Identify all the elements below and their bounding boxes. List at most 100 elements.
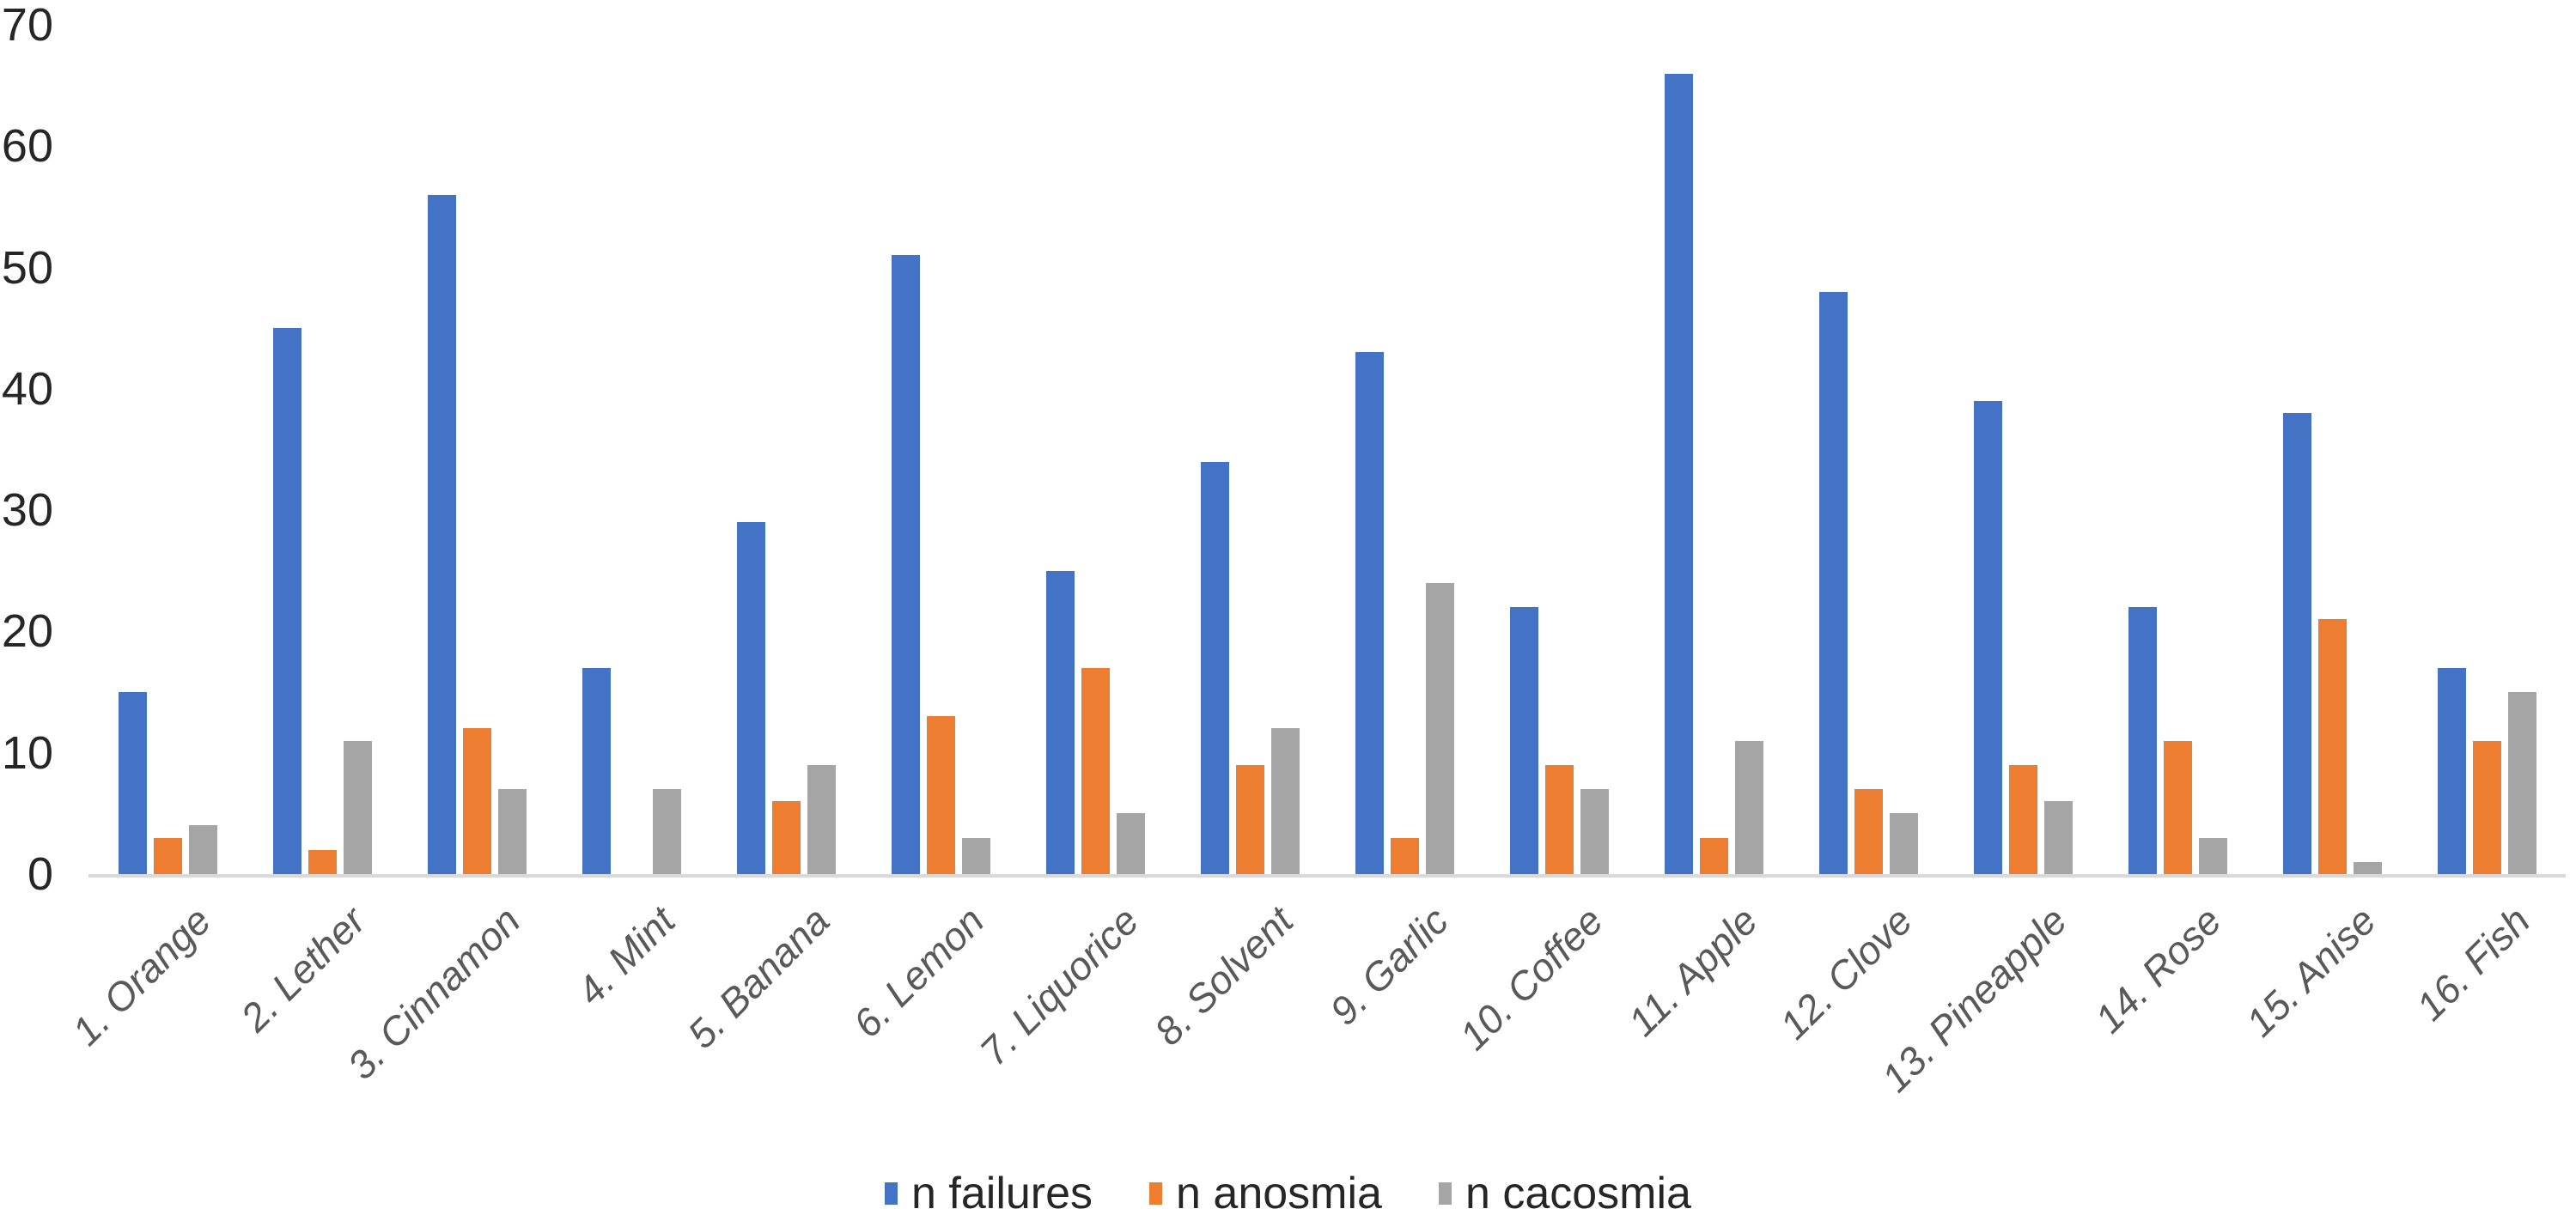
bar-n-anosmia-11 <box>1699 838 1728 874</box>
bar-n-anosmia-5 <box>771 801 801 874</box>
bar-n-cacosmia-10 <box>1580 789 1609 874</box>
bar-n-cacosmia-11 <box>1734 741 1763 874</box>
bar-group-5 <box>709 25 863 874</box>
bar-n-failures-8 <box>1200 462 1229 874</box>
x-axis-label-10: 10. Coffee <box>1450 897 1611 1059</box>
bar-n-failures-1 <box>118 692 147 874</box>
x-axis-label-5: 5. Banana <box>679 897 838 1057</box>
x-axis-label-14: 14. Rose <box>2086 897 2230 1042</box>
bar-group-3 <box>399 25 554 874</box>
legend-swatch-n-failures <box>885 1182 898 1205</box>
y-axis: 0 10 20 30 40 50 60 70 <box>0 0 60 910</box>
bar-n-cacosmia-6 <box>961 838 990 874</box>
x-axis-line <box>88 874 2566 878</box>
bar-group-16 <box>2409 25 2564 874</box>
bar-n-anosmia-2 <box>308 850 337 874</box>
x-axis-label-8: 8. Solvent <box>1146 897 1302 1054</box>
bar-group-10 <box>1482 25 1636 874</box>
bar-n-failures-4 <box>582 668 611 874</box>
bar-n-failures-3 <box>427 195 456 874</box>
bar-group-8 <box>1172 25 1327 874</box>
bar-n-anosmia-16 <box>2472 741 2501 874</box>
bar-n-cacosmia-13 <box>2043 801 2073 874</box>
bar-n-cacosmia-2 <box>343 741 372 874</box>
bar-n-anosmia-3 <box>462 728 491 874</box>
bar-n-failures-2 <box>272 328 301 874</box>
bar-n-failures-7 <box>1045 571 1075 874</box>
bar-n-failures-11 <box>1664 74 1693 874</box>
bar-group-13 <box>1946 25 2100 874</box>
bar-n-failures-12 <box>1818 292 1848 874</box>
y-axis-tick-60: 60 <box>1 120 53 173</box>
bar-n-cacosmia-1 <box>188 825 217 874</box>
bar-n-cacosmia-16 <box>2507 692 2536 874</box>
y-axis-tick-50: 50 <box>1 241 53 294</box>
x-axis-label-11: 11. Apple <box>1619 897 1766 1045</box>
bar-n-cacosmia-3 <box>497 789 527 874</box>
x-axis-label-15: 15. Anise <box>2237 897 2384 1046</box>
legend-swatch-n-cacosmia <box>1438 1182 1452 1205</box>
bar-group-2 <box>245 25 399 874</box>
bar-n-anosmia-8 <box>1235 765 1264 874</box>
y-axis-tick-30: 30 <box>1 484 53 537</box>
bar-n-cacosmia-15 <box>2353 862 2382 874</box>
legend-label: n failures <box>911 1169 1093 1218</box>
bar-n-cacosmia-4 <box>652 789 681 874</box>
bar-n-anosmia-15 <box>2317 619 2347 874</box>
bar-n-anosmia-9 <box>1390 838 1419 874</box>
bar-n-failures-16 <box>2437 668 2466 874</box>
bar-n-anosmia-10 <box>1544 765 1574 874</box>
bar-n-cacosmia-12 <box>1889 813 1918 874</box>
x-axis-label-9: 9. Garlic <box>1320 897 1457 1034</box>
x-axis-label-16: 16. Fish <box>2408 897 2539 1030</box>
y-axis-tick-40: 40 <box>1 362 53 415</box>
bar-group-6 <box>863 25 1018 874</box>
bar-n-failures-14 <box>2128 607 2157 874</box>
legend: n failures n anosmia n cacosmia <box>0 1171 2576 1216</box>
bar-n-cacosmia-9 <box>1425 583 1454 874</box>
bar-n-anosmia-6 <box>926 716 955 874</box>
y-axis-tick-70: 70 <box>1 0 53 51</box>
bar-group-9 <box>1327 25 1482 874</box>
y-axis-tick-0: 0 <box>27 848 53 900</box>
y-axis-tick-20: 20 <box>1 605 53 658</box>
legend-item-n-failures: n failures <box>885 1171 1093 1216</box>
bar-n-anosmia-13 <box>2008 765 2037 874</box>
bar-n-failures-6 <box>891 255 920 874</box>
bar-group-1 <box>90 25 245 874</box>
bar-group-15 <box>2255 25 2409 874</box>
bar-n-failures-10 <box>1509 607 1538 874</box>
legend-label: n anosmia <box>1176 1169 1382 1218</box>
bar-n-cacosmia-14 <box>2198 838 2227 874</box>
bar-group-7 <box>1018 25 1172 874</box>
plot-area <box>90 25 2564 874</box>
bar-n-anosmia-1 <box>153 838 182 874</box>
x-axis-label-2: 2. Lether <box>232 897 375 1041</box>
bar-n-failures-9 <box>1355 352 1384 874</box>
bar-n-anosmia-12 <box>1854 789 1883 874</box>
bar-group-11 <box>1636 25 1791 874</box>
bar-n-failures-13 <box>1973 401 2002 874</box>
legend-swatch-n-anosmia <box>1149 1182 1163 1205</box>
x-axis-label-7: 7. Liquorice <box>971 897 1148 1074</box>
legend-label: n cacosmia <box>1465 1169 1691 1218</box>
x-axis-label-1: 1. Orange <box>64 897 220 1054</box>
bar-n-cacosmia-5 <box>807 765 836 874</box>
bar-group-12 <box>1791 25 1946 874</box>
bar-n-anosmia-7 <box>1081 668 1110 874</box>
bar-group-4 <box>554 25 709 874</box>
legend-item-n-anosmia: n anosmia <box>1149 1171 1382 1216</box>
y-axis-tick-10: 10 <box>1 726 53 779</box>
bar-n-cacosmia-7 <box>1116 813 1145 874</box>
bar-group-14 <box>2100 25 2255 874</box>
x-axis-label-12: 12. Clove <box>1770 897 1921 1048</box>
bar-n-cacosmia-8 <box>1270 728 1300 874</box>
bar-n-failures-5 <box>736 522 765 874</box>
bar-n-failures-15 <box>2282 413 2311 874</box>
bar-n-anosmia-14 <box>2163 741 2192 874</box>
legend-item-n-cacosmia: n cacosmia <box>1438 1169 1691 1218</box>
x-axis-label-6: 6. Lemon <box>844 897 993 1047</box>
x-axis-label-4: 4. Mint <box>568 897 684 1014</box>
